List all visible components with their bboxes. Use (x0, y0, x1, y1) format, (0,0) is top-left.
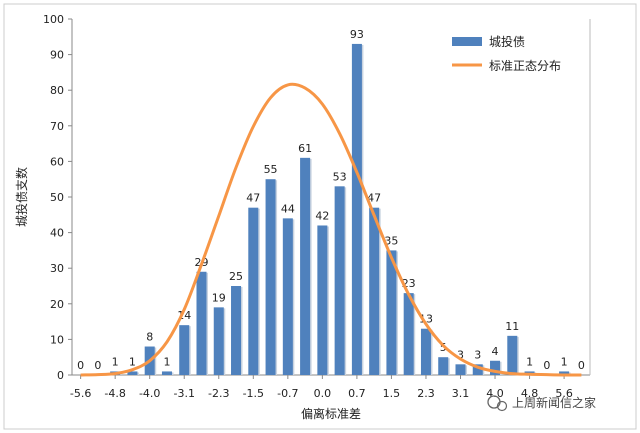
y-tick-label: 40 (50, 227, 64, 240)
bar-data-label: 53 (333, 170, 347, 183)
bar-data-label: 11 (505, 320, 519, 333)
watermark: 上周新闻信之家 (487, 395, 596, 412)
bar (196, 271, 207, 375)
x-tick-label: -5.6 (70, 387, 91, 400)
bar-data-label: 1 (112, 355, 119, 368)
bar (248, 207, 259, 375)
x-tick-label: -3.1 (173, 387, 194, 400)
x-tick-label: -4.0 (139, 387, 160, 400)
y-tick-label: 30 (50, 262, 64, 275)
bar (386, 250, 397, 375)
x-tick-label: -1.5 (243, 387, 264, 400)
x-tick-label: 5.6 (555, 387, 573, 400)
legend-label-line: 标准正态分布 (489, 59, 561, 73)
x-axis-title: 偏离标准差 (301, 406, 361, 421)
y-tick-label: 20 (50, 298, 64, 311)
y-tick-label: 10 (50, 333, 64, 346)
bar-data-label: 19 (212, 291, 226, 304)
y-tick-label: 90 (50, 49, 64, 62)
legend-swatch-bar (452, 37, 482, 46)
bar (334, 186, 345, 375)
bar-data-label: 3 (457, 348, 464, 361)
x-tick-label: -4.8 (104, 387, 125, 400)
bar (438, 357, 449, 375)
x-tick-label: -2.3 (208, 387, 229, 400)
bar-data-label: 61 (298, 142, 312, 155)
y-tick-label: 100 (43, 13, 64, 26)
bar (317, 225, 328, 375)
bar-data-label: 5 (440, 341, 447, 354)
bar-data-label: 93 (350, 28, 364, 41)
bar-data-label: 0 (578, 359, 585, 372)
bar-data-label: 47 (367, 192, 381, 205)
bar (507, 335, 518, 375)
watermark-logo-icon-2 (496, 400, 508, 412)
x-tick-label: 0.0 (314, 387, 332, 400)
bar (351, 43, 362, 376)
x-tick-label: 4.8 (521, 387, 539, 400)
bar-data-label: 25 (229, 270, 243, 283)
y-tick-label: 50 (50, 191, 64, 204)
bar (403, 293, 414, 375)
bar (265, 179, 276, 375)
bar (490, 360, 501, 375)
bar-data-label: 35 (384, 234, 398, 247)
bar-data-label: 0 (77, 359, 84, 372)
bar (472, 364, 483, 375)
x-tick-label: 3.1 (452, 387, 470, 400)
normal-curve-line (80, 82, 582, 377)
bar (282, 218, 293, 375)
bar-data-label: 0 (543, 359, 550, 372)
x-tick-label: 2.3 (417, 387, 435, 400)
bar (179, 325, 190, 375)
bar-data-label: 1 (129, 355, 136, 368)
bar-data-label: 4 (492, 345, 499, 358)
bar-data-label: 42 (315, 209, 329, 222)
bar (420, 328, 431, 375)
bar (300, 157, 311, 375)
bar (161, 371, 172, 375)
watermark-text: 上周新闻信之家 (512, 395, 596, 410)
bar (231, 286, 242, 375)
bar-data-label: 1 (561, 355, 568, 368)
x-tick-label: 0.7 (348, 387, 366, 400)
bar-data-label: 3 (474, 348, 481, 361)
bar-data-label: 0 (94, 359, 101, 372)
bar-data-label: 44 (281, 202, 295, 215)
bar-data-label: 1 (163, 355, 170, 368)
bar (213, 307, 224, 375)
y-tick-label: 80 (50, 84, 64, 97)
bar (455, 364, 466, 375)
bar-data-label: 55 (264, 163, 278, 176)
bar (369, 207, 380, 375)
y-axis-title: 城投债支数 (14, 167, 29, 227)
bar-data-label: 1 (526, 355, 533, 368)
bar (127, 371, 138, 375)
bar (559, 371, 570, 375)
bar-data-label: 47 (246, 192, 260, 205)
y-tick-label: 70 (50, 120, 64, 133)
x-tick-label: -0.7 (277, 387, 298, 400)
legend-label-bar: 城投债 (489, 34, 525, 49)
y-tick-label: 0 (57, 369, 64, 382)
y-tick-label: 60 (50, 155, 64, 168)
x-tick-label: 1.5 (383, 387, 401, 400)
bar-data-label: 8 (146, 331, 153, 344)
